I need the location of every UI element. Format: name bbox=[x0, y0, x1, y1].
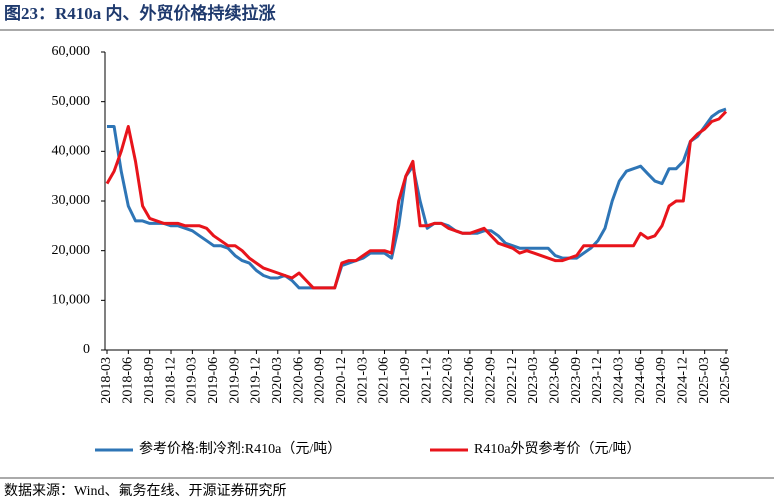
x-tick-label: 2024-12 bbox=[676, 357, 691, 404]
x-tick-label: 2023-12 bbox=[590, 357, 605, 404]
x-tick-label: 2022-06 bbox=[462, 357, 477, 404]
x-tick-label: 2018-09 bbox=[142, 357, 157, 404]
y-tick-label: 30,000 bbox=[52, 193, 91, 208]
x-tick-label: 2018-12 bbox=[163, 357, 178, 404]
x-tick-label: 2020-12 bbox=[334, 357, 349, 404]
y-tick-label: 10,000 bbox=[52, 293, 91, 308]
x-tick-label: 2021-03 bbox=[355, 357, 370, 404]
y-tick-label: 20,000 bbox=[52, 243, 91, 258]
y-tick-label: 0 bbox=[83, 342, 90, 357]
x-tick-label: 2024-09 bbox=[654, 357, 669, 404]
x-tick-label: 2025-03 bbox=[697, 357, 712, 404]
y-tick-label: 40,000 bbox=[52, 144, 91, 159]
x-tick-label: 2022-09 bbox=[483, 357, 498, 404]
x-tick-label: 2021-12 bbox=[419, 357, 434, 404]
x-tick-label: 2018-06 bbox=[121, 357, 136, 404]
x-tick-label: 2020-03 bbox=[270, 357, 285, 404]
legend-label: 参考价格:制冷剂:R410a（元/吨） bbox=[139, 440, 341, 457]
x-tick-label: 2020-06 bbox=[291, 357, 306, 404]
x-tick-label: 2018-03 bbox=[99, 357, 114, 404]
x-tick-label: 2022-03 bbox=[441, 357, 456, 404]
x-tick-label: 2024-06 bbox=[633, 357, 648, 404]
legend-label: R410a外贸参考价（元/吨） bbox=[474, 440, 640, 457]
x-tick-label: 2023-09 bbox=[569, 357, 584, 404]
y-tick-label: 50,000 bbox=[52, 94, 91, 109]
chart-title: 图23：R410a 内、外贸价格持续拉涨 bbox=[4, 3, 276, 23]
x-tick-label: 2023-06 bbox=[547, 357, 562, 404]
source-note: 数据来源：Wind、氟务在线、开源证券研究所 bbox=[4, 483, 287, 499]
x-tick-label: 2022-12 bbox=[505, 357, 520, 404]
x-tick-label: 2024-03 bbox=[611, 357, 626, 404]
x-tick-label: 2019-03 bbox=[185, 357, 200, 404]
y-tick-label: 60,000 bbox=[52, 44, 91, 59]
x-tick-label: 2023-03 bbox=[526, 357, 541, 404]
x-tick-label: 2019-06 bbox=[206, 357, 221, 404]
x-tick-label: 2025-06 bbox=[718, 357, 733, 404]
x-tick-label: 2021-09 bbox=[398, 357, 413, 404]
x-tick-label: 2019-09 bbox=[227, 357, 242, 404]
series-line bbox=[105, 110, 728, 290]
x-tick-label: 2019-12 bbox=[249, 357, 264, 404]
x-tick-label: 2021-06 bbox=[377, 357, 392, 404]
x-tick-label: 2020-09 bbox=[313, 357, 328, 404]
